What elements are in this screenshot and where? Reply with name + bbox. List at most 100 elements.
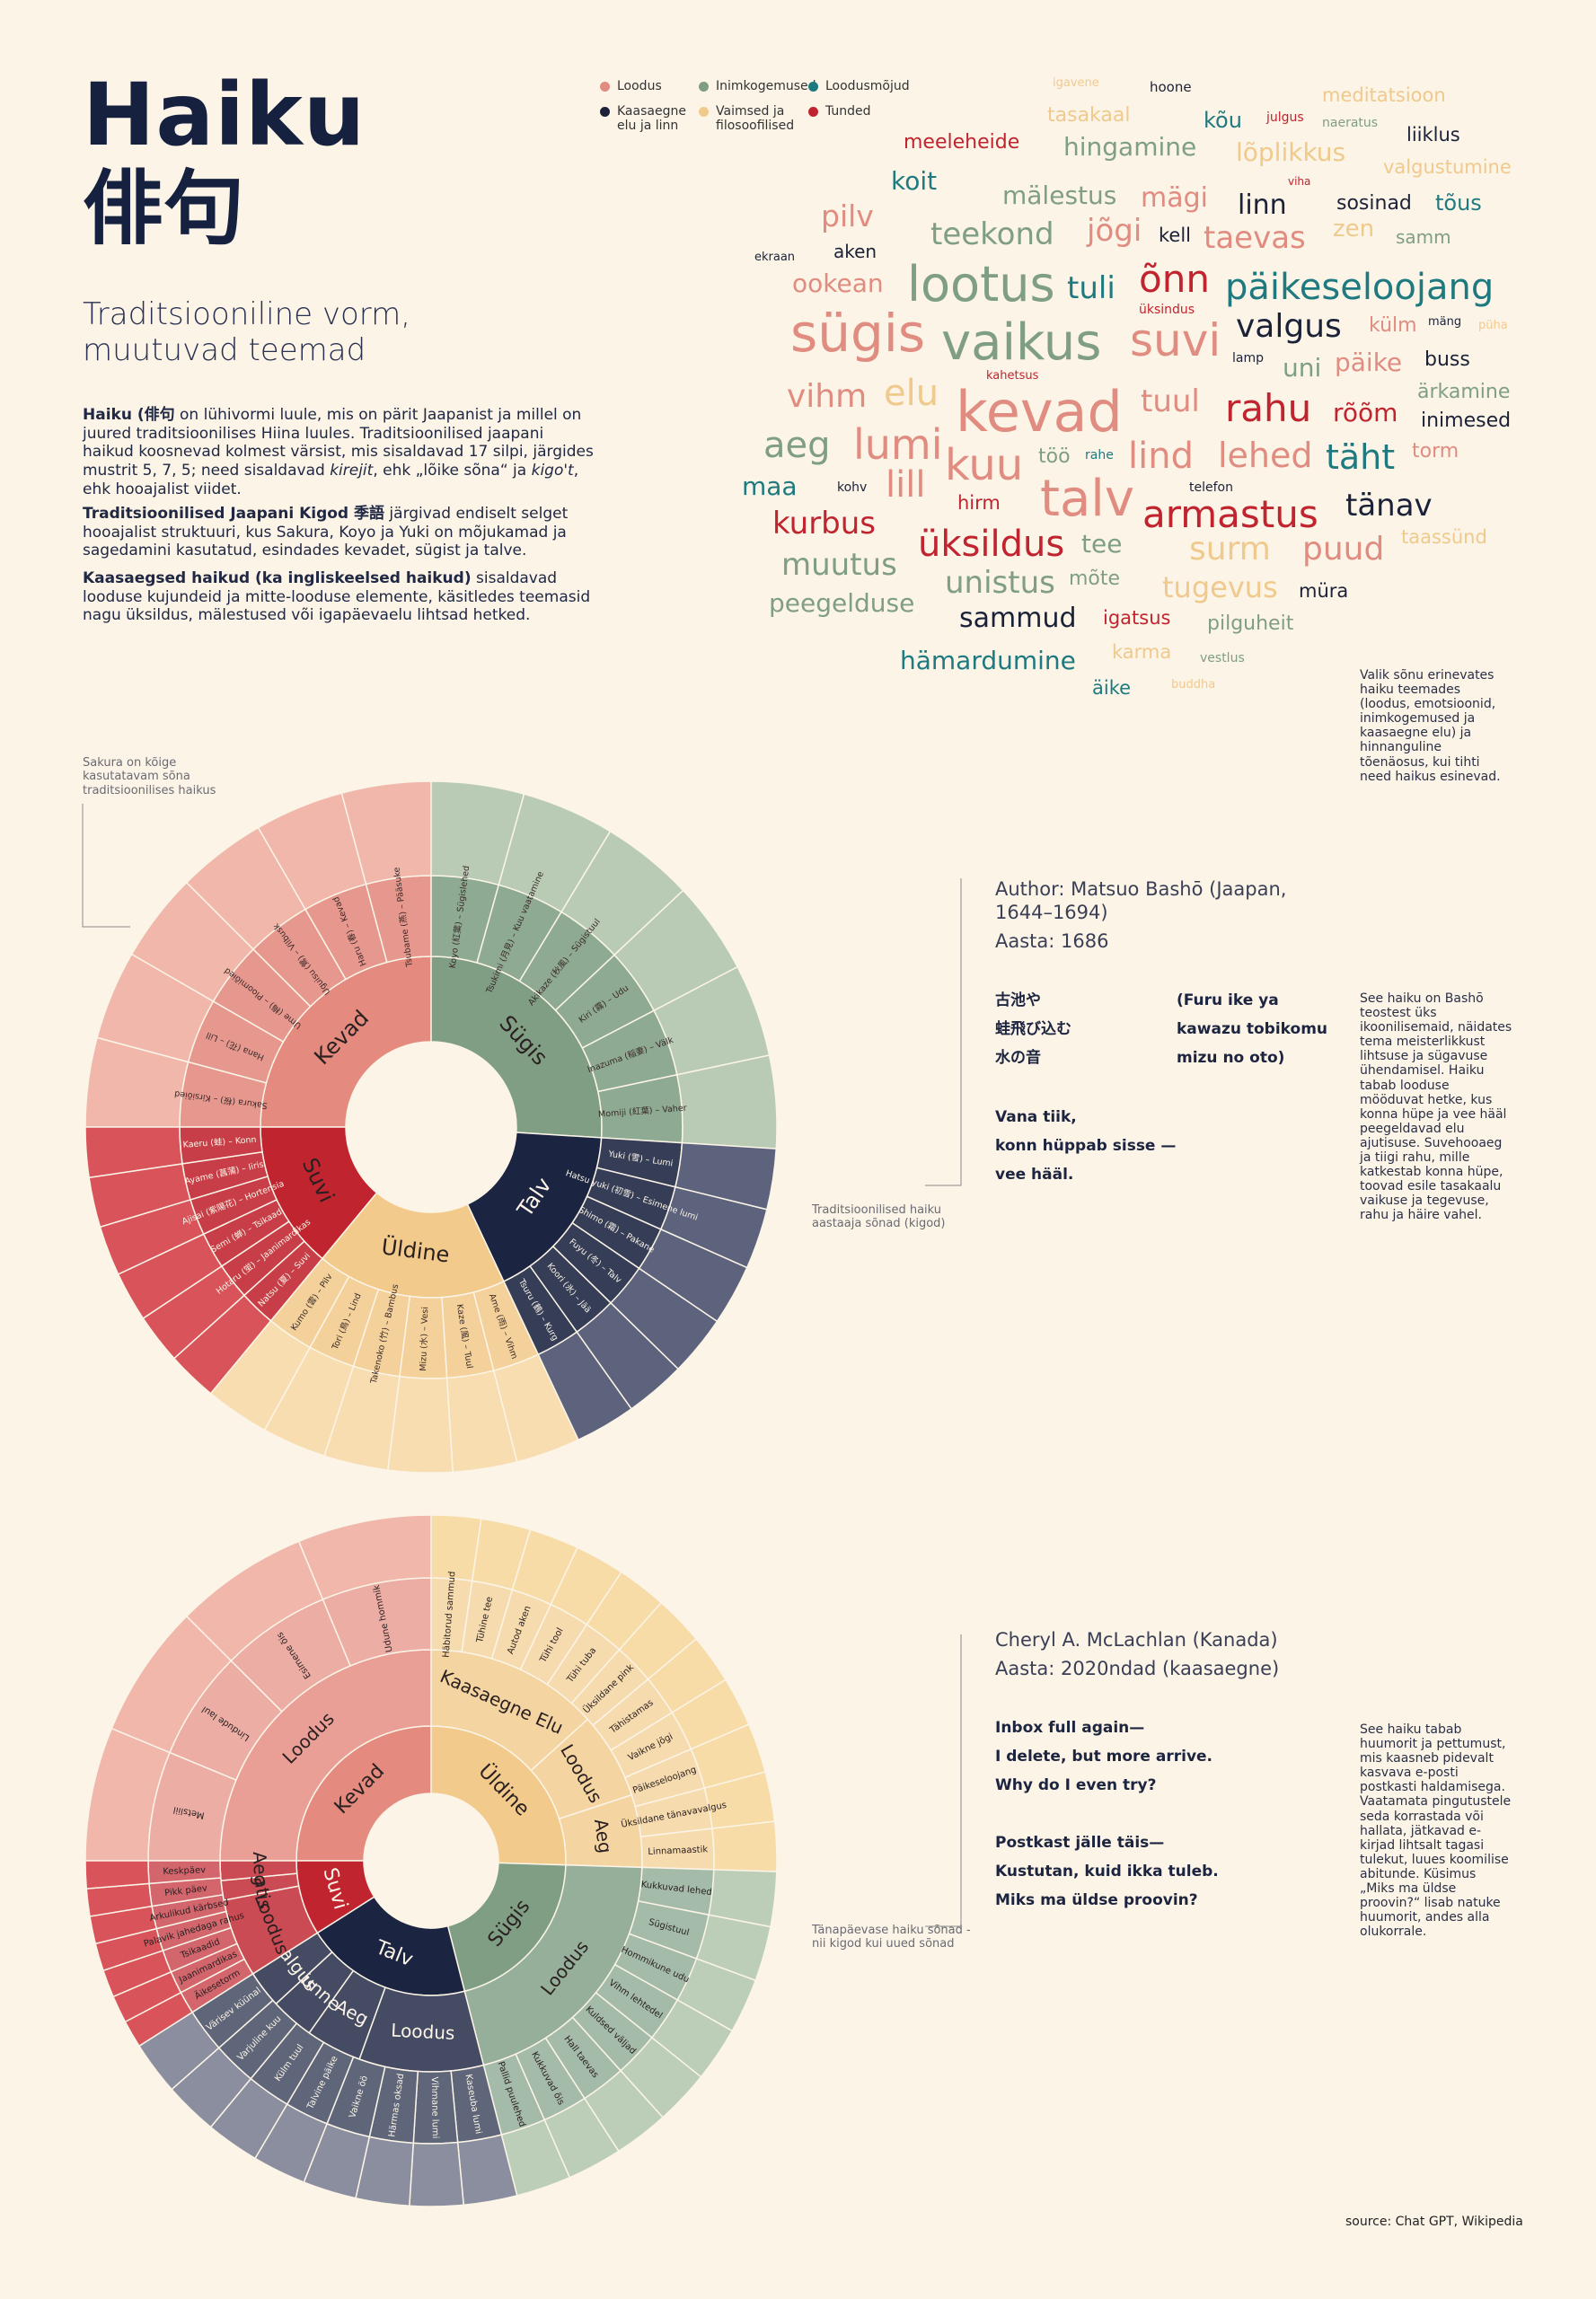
cloud-word: puud <box>1302 531 1385 568</box>
cloud-word: sammud <box>959 603 1077 634</box>
intro-paragraph-modern: Kaasaegsed haikud (ka ingliskeelsed haik… <box>83 569 591 625</box>
cloud-word: külm <box>1369 314 1417 337</box>
intro-paragraph-haiku: Haiku (俳句 on lühivormi luule, mis on pär… <box>83 406 594 498</box>
cloud-word: meeleheide <box>904 131 1020 154</box>
legend-item: Loodus <box>600 79 699 93</box>
cloud-word: täht <box>1326 437 1396 477</box>
theme-label: Aeg <box>590 1818 616 1854</box>
cloud-word: vaikus <box>941 313 1102 372</box>
cloud-word: hingamine <box>1063 132 1197 162</box>
cloud-word: kohv <box>837 480 868 495</box>
word-outer-segment <box>409 2141 465 2207</box>
cloud-word: lehed <box>1218 436 1313 475</box>
chart1-note: See haiku on Bashō teostest üks ikoonili… <box>1360 991 1512 1223</box>
cloud-word: töö <box>1038 445 1071 468</box>
cloud-word: aken <box>833 241 877 262</box>
cloud-word: lind <box>1128 436 1194 477</box>
cloud-word: talv <box>1040 470 1134 528</box>
legend-label: Vaimsed ja filosoofilised <box>716 104 795 133</box>
legend-label: Loodusmõjud <box>825 79 910 93</box>
cloud-word: teekond <box>930 216 1054 252</box>
chart2-year: Aasta: 2020ndad (kaasaegne) <box>995 1658 1280 1679</box>
cloud-word: kahetsus <box>986 369 1039 383</box>
cloud-word: päike <box>1335 348 1403 377</box>
cloud-word: inimesed <box>1421 410 1512 432</box>
cloud-word: äike <box>1092 677 1132 699</box>
cloud-word: ekraan <box>754 251 796 264</box>
legend-swatch <box>699 107 709 117</box>
cloud-word: kell <box>1159 225 1192 246</box>
cloud-word: aeg <box>763 425 831 466</box>
word-label: Linnamaastik <box>648 1845 708 1857</box>
cloud-word: vihm <box>787 378 868 415</box>
cloud-word: buss <box>1424 348 1470 371</box>
legend-label: Inimkogemused <box>716 79 816 93</box>
cloud-word: püha <box>1478 319 1508 332</box>
chart1-year: Aasta: 1686 <box>995 930 1109 952</box>
cloud-word: igavene <box>1053 76 1099 90</box>
cloud-word: õnn <box>1139 257 1210 301</box>
cloud-word: tõus <box>1435 190 1482 216</box>
cloud-word: torm <box>1412 440 1459 462</box>
cloud-word: lamp <box>1232 351 1264 366</box>
word-cloud-note: Valik sõnu erinevates haiku teemades (lo… <box>1360 668 1501 784</box>
cloud-word: taevas <box>1204 220 1306 256</box>
cloud-word: uni <box>1283 353 1322 383</box>
cloud-word: suvi <box>1130 314 1221 366</box>
cloud-word: hämardumine <box>900 646 1076 675</box>
cloud-word: tuul <box>1141 383 1200 419</box>
cloud-word: üksindus <box>1139 303 1195 317</box>
chart2-author: Cheryl A. McLachlan (Kanada) <box>995 1629 1278 1651</box>
cloud-word: pilguheit <box>1207 612 1294 635</box>
cloud-word: julgus <box>1266 110 1304 125</box>
cloud-word: rõõm <box>1333 398 1398 427</box>
cloud-word: kõu <box>1204 108 1242 133</box>
cloud-word: sügis <box>790 303 926 364</box>
cloud-word: taassünd <box>1401 526 1487 548</box>
cloud-word: mõte <box>1069 568 1121 590</box>
word-label: Keskpäev <box>163 1865 206 1877</box>
cloud-word: buddha <box>1171 678 1216 691</box>
cloud-word: päikeseloojang <box>1225 267 1495 308</box>
legend-swatch <box>808 107 818 117</box>
page-subtitle: Traditsiooniline vorm, muutuvad teemad <box>83 296 411 369</box>
chart2-poem-english: Inbox full again— I delete, but more arri… <box>995 1719 1213 1794</box>
word-cloud: igavene hoone meditatsioon tasakaal kõu julgu… <box>736 72 1512 700</box>
page-title-japanese: 俳句 <box>83 162 244 256</box>
legend-item: Kaasaegne elu ja linn <box>600 104 699 133</box>
word-outer-segment <box>84 1860 150 1889</box>
legend-item: Vaimsed ja filosoofilised <box>699 104 798 133</box>
cloud-word: unistus <box>945 565 1055 601</box>
cloud-word: surm <box>1189 531 1271 568</box>
cloud-word: kurbus <box>772 506 877 542</box>
kigo-label: Mizu (水) – Vesi <box>418 1307 430 1371</box>
legend-item: Inimkogemused <box>699 79 816 93</box>
theme-label: Aeg <box>249 1851 272 1886</box>
cloud-word: naeratus <box>1322 116 1379 130</box>
cloud-word: jõgi <box>1087 213 1142 249</box>
chart1-poem-japanese: 古池や 蛙飛び込む 水の音 <box>995 991 1071 1067</box>
cloud-word: valgustumine <box>1383 156 1512 178</box>
cloud-word: koit <box>891 166 938 196</box>
chart1-poem-estonian: Vana tiik, konn hüppab sisse — vee hääl. <box>995 1108 1177 1184</box>
legend-item: Tunded <box>808 104 907 119</box>
intro-paragraph-kigo: Traditsioonilised Jaapani Kigod 季語 järgi… <box>83 505 569 560</box>
word-outer-segment <box>711 1820 778 1872</box>
legend-label: Kaasaegne elu ja linn <box>617 104 686 133</box>
word-label: Vihmane lumi <box>429 2076 440 2138</box>
cloud-word: karma <box>1112 641 1172 663</box>
cloud-word: valgus <box>1236 308 1342 345</box>
cloud-word: lõplikkus <box>1236 137 1346 167</box>
theme-label: Loodus <box>391 2020 455 2044</box>
chart1-poem-romaji: (Furu ike ya kawazu tobikomu mizu no oto) <box>1177 991 1328 1067</box>
cloud-word: maa <box>742 471 798 501</box>
chart1-caption: Traditsioonilised haiku aastaaja sõnad (… <box>812 1203 946 1231</box>
cloud-word: mägi <box>1141 182 1208 214</box>
cloud-word: rahu <box>1225 386 1312 430</box>
cloud-word: vestlus <box>1200 651 1245 665</box>
cloud-word: mäng <box>1428 315 1462 329</box>
source-credit: source: Chat GPT, Wikipedia <box>1345 2215 1523 2229</box>
cloud-word: tasakaal <box>1047 104 1131 127</box>
